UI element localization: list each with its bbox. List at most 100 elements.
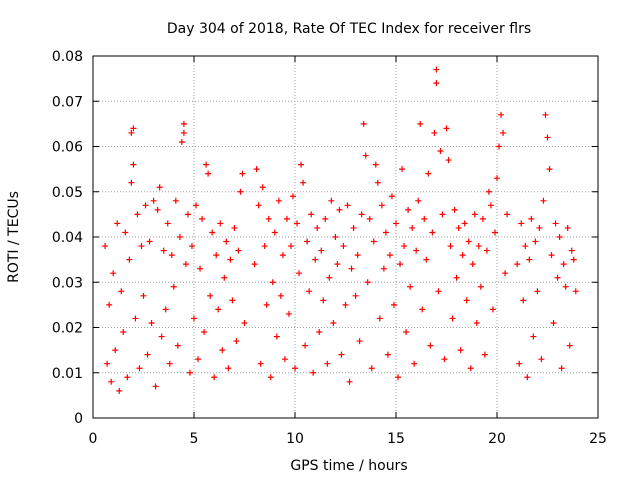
data-point [340, 243, 347, 250]
data-point [465, 238, 472, 245]
data-point [130, 161, 137, 168]
data-point [558, 365, 565, 372]
data-point [296, 270, 303, 277]
data-point [195, 356, 202, 363]
data-point [316, 329, 323, 336]
data-point [536, 224, 543, 231]
y-tick-label: 0.03 [52, 275, 83, 291]
data-point [186, 369, 193, 376]
data-point [364, 279, 371, 286]
data-point [562, 283, 569, 290]
data-point [459, 252, 466, 259]
data-point [433, 66, 440, 73]
x-tick-label: 15 [387, 431, 405, 447]
data-point [106, 301, 113, 308]
y-tick-label: 0.06 [52, 140, 83, 156]
data-point [500, 129, 507, 136]
data-point [390, 301, 397, 308]
axis-ticks: 0 5 10 15 20 25 0 0.01 0.02 0.03 0.04 0.05 0.06 0.07 0… [52, 49, 607, 447]
data-point [528, 215, 535, 222]
data-point [467, 365, 474, 372]
data-point [443, 125, 450, 132]
data-point [524, 374, 531, 381]
data-point [346, 378, 353, 385]
data-point [344, 202, 351, 209]
data-point [526, 256, 533, 263]
data-point [415, 197, 422, 204]
data-point [421, 215, 428, 222]
data-point [514, 261, 521, 268]
data-point [330, 319, 337, 326]
data-point [269, 279, 276, 286]
data-point [197, 265, 204, 272]
data-point [275, 197, 282, 204]
data-point [312, 256, 319, 263]
data-point [302, 342, 309, 349]
y-tick-label: 0.04 [52, 230, 83, 246]
data-point [233, 338, 240, 345]
data-point [437, 148, 444, 155]
data-point [423, 256, 430, 263]
data-point [334, 261, 341, 268]
data-point [318, 247, 325, 254]
data-point [407, 283, 414, 290]
data-point [182, 261, 189, 268]
data-point [180, 129, 187, 136]
data-point [271, 229, 278, 236]
data-point [384, 351, 391, 358]
x-tick-label: 5 [190, 431, 199, 447]
data-point [170, 283, 177, 290]
data-point [356, 338, 363, 345]
data-point [447, 243, 454, 250]
data-point [207, 292, 214, 299]
data-point [427, 342, 434, 349]
data-point [209, 229, 216, 236]
data-point [471, 211, 478, 218]
data-point [110, 270, 117, 277]
data-point [360, 120, 367, 127]
data-point [283, 215, 290, 222]
data-point [413, 247, 420, 254]
data-point [136, 365, 143, 372]
y-axis-label: ROTI / TECUs [6, 191, 22, 283]
data-point [205, 170, 212, 177]
data-point [439, 211, 446, 218]
data-point [134, 211, 141, 218]
data-point [479, 215, 486, 222]
data-point [566, 342, 573, 349]
data-point [487, 202, 494, 209]
data-point [540, 197, 547, 204]
data-point [570, 256, 577, 263]
data-point [180, 120, 187, 127]
data-point [223, 238, 230, 245]
data-point [294, 220, 301, 227]
data-point [496, 143, 503, 150]
data-point [366, 215, 373, 222]
data-point [332, 234, 339, 240]
data-point [399, 166, 406, 173]
data-point [287, 243, 294, 250]
data-point [342, 301, 349, 308]
data-point [544, 134, 551, 141]
data-point [504, 211, 511, 218]
data-point [281, 356, 288, 363]
data-point [397, 261, 404, 268]
data-point [542, 111, 549, 118]
data-point [156, 184, 163, 191]
data-point [174, 342, 181, 349]
chart-title: Day 304 of 2018, Rate Of TEC Index for r… [167, 21, 531, 37]
data-point [473, 319, 480, 326]
data-point [142, 202, 149, 209]
x-tick-label: 20 [488, 431, 506, 447]
data-point [425, 170, 432, 177]
data-point [263, 301, 270, 308]
data-point [261, 243, 268, 250]
data-point [481, 351, 488, 358]
data-point [546, 166, 553, 173]
data-point [154, 206, 161, 213]
data-point [126, 256, 133, 263]
data-point [124, 374, 131, 381]
data-point [231, 224, 238, 231]
data-point [393, 220, 399, 227]
